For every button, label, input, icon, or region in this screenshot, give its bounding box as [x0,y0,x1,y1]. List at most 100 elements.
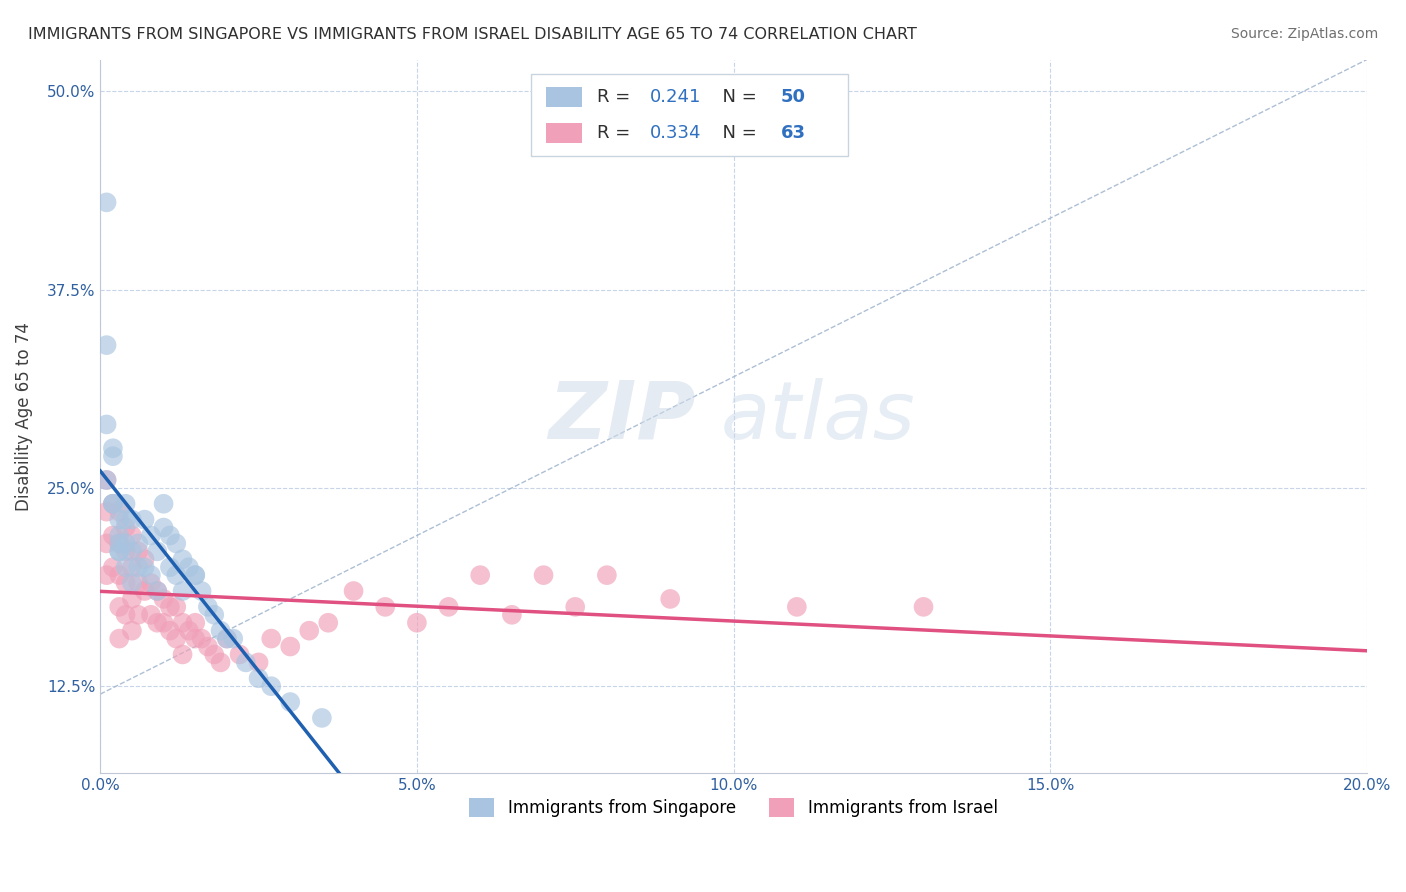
Point [209,656,232,670]
Point [101,497,124,511]
Point [172,584,194,599]
Point [108,544,131,558]
Point [114,544,136,558]
Point [533,568,555,582]
Point [96,568,118,582]
Point [108,632,131,646]
Point [96,505,118,519]
Point [316,615,339,630]
Point [278,640,301,654]
Point [159,624,181,638]
Text: N =: N = [711,124,762,142]
Point [121,544,143,558]
Point [146,544,169,558]
Point [470,568,492,582]
Point [146,584,169,599]
FancyBboxPatch shape [546,87,582,107]
Point [152,497,174,511]
FancyBboxPatch shape [531,74,848,156]
Text: R =: R = [596,124,636,142]
Point [127,560,149,574]
Point [247,656,270,670]
FancyBboxPatch shape [546,123,582,143]
Point [146,615,169,630]
Point [108,505,131,519]
Point [165,599,187,614]
Text: IMMIGRANTS FROM SINGAPORE VS IMMIGRANTS FROM ISRAEL DISABILITY AGE 65 TO 74 CORR: IMMIGRANTS FROM SINGAPORE VS IMMIGRANTS … [28,27,917,42]
Point [197,640,219,654]
Point [101,442,124,456]
Point [96,473,118,487]
Point [146,584,169,599]
Point [564,599,586,614]
Point [235,656,257,670]
Point [406,615,429,630]
Point [108,544,131,558]
Point [121,560,143,574]
Point [101,449,124,463]
Point [190,584,212,599]
Point [298,624,321,638]
Point [177,560,200,574]
Point [209,624,232,638]
Point [437,599,460,614]
Point [215,632,238,646]
Text: 0.334: 0.334 [650,124,702,142]
Point [159,528,181,542]
Point [172,552,194,566]
Point [101,497,124,511]
Point [108,536,131,550]
Point [165,536,187,550]
Point [108,568,131,582]
Point [139,568,162,582]
Point [786,599,808,614]
Point [96,338,118,352]
Point [134,560,156,574]
Point [172,648,194,662]
Point [96,195,118,210]
Point [165,568,187,582]
Point [202,648,225,662]
Point [184,568,207,582]
Point [215,632,238,646]
Point [121,513,143,527]
Text: atlas: atlas [721,377,915,456]
Point [260,679,283,693]
Point [127,544,149,558]
Point [127,536,149,550]
Point [152,615,174,630]
Point [134,513,156,527]
Point [152,591,174,606]
Point [127,607,149,622]
Point [159,599,181,614]
Point [114,576,136,591]
Point [114,607,136,622]
Y-axis label: Disability Age 65 to 74: Disability Age 65 to 74 [15,322,32,511]
Point [114,560,136,574]
Point [659,591,682,606]
Point [134,552,156,566]
Point [114,497,136,511]
Text: ZIP: ZIP [548,377,696,456]
Point [108,536,131,550]
Point [165,632,187,646]
Point [108,513,131,527]
Point [114,513,136,527]
Point [127,576,149,591]
Point [96,417,118,432]
Text: 50: 50 [780,88,806,106]
Point [228,648,250,662]
Point [197,599,219,614]
Point [121,576,143,591]
Point [101,528,124,542]
Point [96,473,118,487]
Point [121,624,143,638]
Point [190,632,212,646]
Point [114,536,136,550]
Point [96,536,118,550]
Point [108,599,131,614]
Legend: Immigrants from Singapore, Immigrants from Israel: Immigrants from Singapore, Immigrants fr… [461,789,1005,826]
Point [121,591,143,606]
Text: N =: N = [711,88,762,106]
Point [172,615,194,630]
